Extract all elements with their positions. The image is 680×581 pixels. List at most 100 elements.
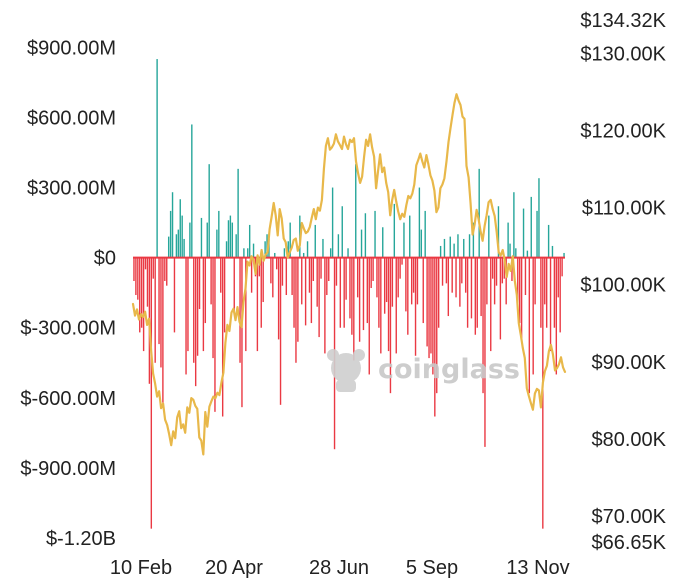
flow-bar <box>266 234 268 258</box>
flow-bar <box>245 257 247 352</box>
flow-bar <box>139 257 141 333</box>
flow-bar <box>409 215 411 258</box>
flow-bar <box>530 196 532 258</box>
flow-bar <box>432 257 434 375</box>
flow-bar <box>561 257 563 277</box>
flow-bar <box>362 257 365 331</box>
flow-bar <box>135 257 137 296</box>
flow-bar <box>191 124 193 258</box>
flow-bar <box>146 257 149 307</box>
flow-bar <box>291 257 293 296</box>
flow-bar <box>355 164 357 258</box>
flow-bar <box>335 257 338 286</box>
flow-bar <box>183 238 185 258</box>
flow-bar <box>274 252 276 258</box>
flow-bar <box>524 257 527 296</box>
flow-bar <box>449 236 451 258</box>
flow-bar <box>306 241 309 258</box>
flow-bar <box>372 257 374 281</box>
right-axis-tick-label: $134.32K <box>580 10 666 32</box>
flow-bar <box>204 257 207 324</box>
flow-bar <box>401 257 403 265</box>
coinglass-logo-icon <box>327 349 365 392</box>
flow-bar <box>513 192 515 258</box>
right-axis-tick-label: $120.00K <box>580 121 666 143</box>
flow-bar <box>559 257 561 333</box>
flow-bar <box>436 257 438 394</box>
flow-bar <box>206 222 208 258</box>
x-axis-tick-label: 20 Apr <box>205 557 263 579</box>
flow-bar <box>277 257 280 340</box>
flow-bar <box>538 178 540 258</box>
flow-bar <box>152 257 154 279</box>
net-flow-bars <box>133 59 565 529</box>
flow-bar <box>258 257 261 277</box>
flow-bar <box>397 257 399 298</box>
flow-bar <box>314 224 316 258</box>
flow-bar <box>434 257 436 417</box>
flow-bar <box>420 229 423 258</box>
flow-bar <box>283 248 286 258</box>
flow-bar <box>497 206 500 258</box>
flow-bar <box>285 257 288 296</box>
flow-bar <box>223 257 226 333</box>
flow-bar <box>553 257 556 328</box>
flow-bar <box>316 257 318 307</box>
flow-bar <box>262 257 264 303</box>
flow-bar <box>343 257 345 328</box>
flow-bar <box>443 238 446 258</box>
flow-bar <box>297 257 299 342</box>
left-axis-tick-label: $300.00M <box>27 178 116 200</box>
flow-bar <box>187 257 189 352</box>
right-axis-tick-label: $80.00K <box>591 429 666 451</box>
flow-bar <box>364 213 367 258</box>
flow-bar <box>142 257 145 352</box>
flow-bar <box>140 257 143 328</box>
flow-bar <box>243 248 245 258</box>
flow-bar <box>360 229 363 258</box>
price-line <box>131 93 567 456</box>
x-axis: 10 Feb 20 Apr 28 Jun 5 Sep 13 Nov <box>110 557 570 579</box>
flow-bar <box>329 248 332 258</box>
flow-bar <box>175 234 178 258</box>
flow-bar <box>218 210 220 258</box>
flow-bar <box>407 257 409 335</box>
flow-bar <box>324 257 326 354</box>
flow-bar <box>158 257 160 345</box>
flow-bar <box>551 245 554 258</box>
flow-bar <box>517 257 519 305</box>
left-axis-tick-label: $0 <box>94 248 116 270</box>
flow-bar <box>239 257 241 363</box>
flow-bar <box>466 257 469 328</box>
flow-bar <box>293 257 295 328</box>
flow-bar <box>353 257 355 361</box>
flow-bar <box>451 257 453 293</box>
x-axis-tick-label: 5 Sep <box>406 557 458 579</box>
flow-bar <box>310 257 313 324</box>
flow-bar <box>428 257 430 359</box>
flow-bar <box>480 257 482 317</box>
left-axis-tick-label: $-900.00M <box>20 458 116 480</box>
flow-bar <box>424 210 426 258</box>
flow-bar <box>231 222 234 258</box>
flow-bar <box>528 257 531 394</box>
flow-bar <box>459 257 461 307</box>
flow-bar <box>349 257 351 319</box>
flow-bar <box>499 257 502 340</box>
left-axis-tick-label: $-300.00M <box>20 318 116 340</box>
flow-bar <box>345 257 347 300</box>
flow-bar <box>520 257 523 340</box>
flow-bar <box>383 257 386 314</box>
flow-bar <box>150 257 153 529</box>
flow-bar <box>177 229 180 258</box>
flow-bar <box>478 168 480 258</box>
flow-bar <box>470 257 473 319</box>
flow-bar <box>526 250 529 258</box>
flow-bar <box>395 257 397 354</box>
flow-bar <box>229 215 232 258</box>
flow-bar <box>491 257 494 279</box>
left-axis: $900.00M $600.00M $300.00M $0 $-300.00M $-600… <box>20 37 116 550</box>
flow-bar <box>501 257 504 284</box>
flow-bar <box>162 257 164 403</box>
flow-bar <box>233 257 235 312</box>
